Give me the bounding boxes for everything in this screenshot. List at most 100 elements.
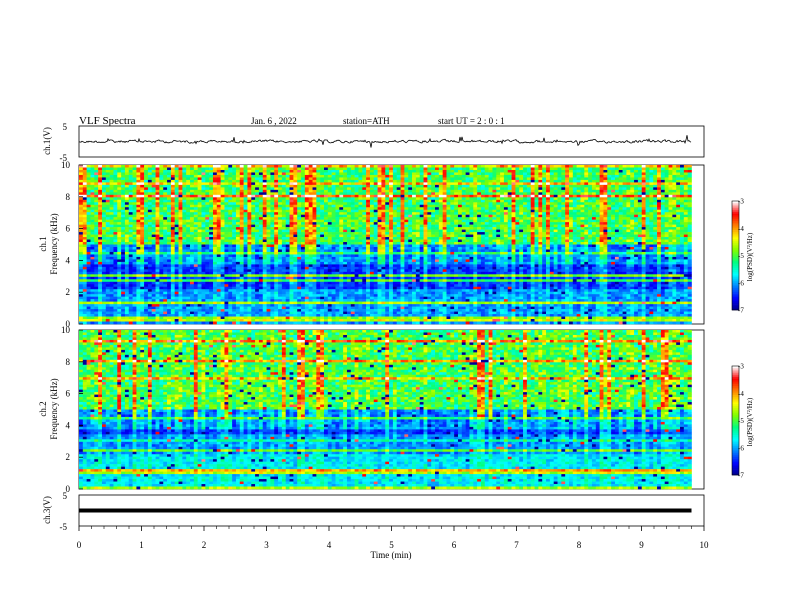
spectrogram-cell: [239, 224, 244, 228]
spectrogram-cell: [98, 309, 103, 312]
spectrogram-cell: [174, 269, 179, 273]
spectrogram-cell: [163, 184, 168, 188]
spectrogram-cell: [327, 281, 332, 285]
spectrogram-cell: [320, 242, 325, 245]
spectrogram-cell: [82, 212, 87, 215]
spectrogram-cell: [212, 242, 218, 245]
spectrogram-cell: [109, 192, 114, 196]
spectrogram-cell: [289, 289, 294, 292]
spectrogram-cell: [343, 249, 348, 253]
spectrogram-cell: [304, 207, 309, 211]
spectrogram-cell: [86, 165, 91, 168]
spectrogram-cell: [174, 261, 179, 265]
spectrogram-cell: [331, 244, 336, 248]
spectrogram-cell: [94, 266, 99, 270]
spectrogram-cell: [335, 269, 340, 273]
spectrogram-cell: [320, 296, 325, 300]
spectrogram-cell: [235, 254, 241, 258]
spectrogram-cell: [136, 187, 141, 191]
spectrogram-cell: [163, 174, 168, 178]
spectrogram-cell: [190, 222, 195, 225]
spectrogram-cell: [98, 274, 103, 278]
spectrogram-cell: [121, 227, 126, 230]
spectrogram-cell: [320, 279, 325, 283]
spectrogram-cell: [178, 204, 183, 208]
spectrogram-cell: [224, 249, 229, 253]
spectrogram-cell: [94, 197, 99, 201]
spectrogram-cell: [155, 256, 160, 260]
spectrogram-cell: [316, 279, 321, 283]
spectrogram-cell: [316, 281, 321, 285]
spectrogram-cell: [101, 309, 107, 312]
spectrogram-cell: [193, 179, 198, 183]
spectrogram-cell: [335, 222, 340, 225]
spectrogram-cell: [262, 189, 267, 193]
spectrogram-cell: [159, 294, 164, 297]
spectrogram-cell: [266, 242, 271, 245]
spectrogram-cell: [255, 212, 260, 215]
spectrogram-cell: [320, 264, 325, 268]
spectrogram-cell: [136, 199, 141, 203]
spectrogram-cell: [82, 232, 87, 235]
spectrogram-cell: [136, 311, 141, 315]
spectrogram-cell: [159, 169, 164, 173]
spectrogram-cell: [205, 194, 210, 198]
spectrogram-cell: [346, 301, 352, 305]
spectrogram-cell: [113, 301, 118, 305]
spectrogram-cell: [90, 202, 95, 206]
spectrogram-cell: [304, 264, 309, 268]
spectrogram-cell: [301, 194, 306, 198]
spectrogram-cell: [167, 294, 172, 297]
spectrogram-cell: [167, 197, 172, 201]
spectrogram-cell: [144, 261, 149, 265]
spectrogram-cell: [82, 182, 87, 186]
spectrogram-cell: [327, 246, 332, 250]
spectrogram-cell: [147, 294, 153, 297]
spectrogram-cell: [312, 202, 317, 206]
spectrogram-cell: [186, 207, 191, 211]
spectrogram-cell: [178, 311, 183, 315]
spectrogram-cell: [124, 314, 130, 317]
spectrogram-cell: [266, 174, 271, 178]
spectrogram-cell: [212, 194, 218, 198]
spectrogram-cell: [86, 182, 91, 186]
spectrogram-cell: [247, 204, 252, 208]
spectrogram-cell: [79, 264, 84, 268]
spectrogram-cell: [224, 242, 229, 245]
spectrogram-cell: [281, 306, 287, 310]
spectrogram-cell: [339, 192, 344, 196]
spectrogram-cell: [339, 274, 344, 278]
spectrogram-cell: [105, 184, 110, 188]
spectrogram-cell: [167, 259, 172, 263]
spectrogram-cell: [178, 222, 183, 225]
spectrogram-cell: [101, 234, 107, 238]
spectrogram-cell: [212, 222, 218, 225]
spectrogram-cell: [159, 239, 164, 243]
spectrogram-cell: [293, 276, 298, 280]
spectrogram-cell: [147, 217, 153, 220]
spectrogram-cell: [358, 311, 363, 315]
spectrogram-cell: [144, 296, 149, 300]
spectrogram-cell: [155, 229, 160, 233]
spectrogram-cell: [121, 271, 126, 275]
spectrogram-cell: [224, 286, 229, 290]
spectrogram-cell: [113, 281, 118, 285]
spectrogram-cell: [346, 202, 352, 206]
spectrogram-cell: [212, 174, 218, 178]
spectrogram-cell: [293, 269, 298, 273]
spectrogram-cell: [167, 264, 172, 268]
spectrogram-cell: [163, 256, 168, 260]
spectrogram-cell: [339, 197, 344, 201]
spectrogram-cell: [274, 174, 279, 178]
spectrogram-cell: [113, 167, 118, 171]
spectrogram-cell: [205, 304, 210, 307]
spectrogram-cell: [136, 169, 141, 173]
spectrogram-cell: [266, 309, 271, 312]
spectrogram-cell: [212, 229, 218, 233]
spectrogram-cell: [121, 169, 126, 173]
spectrogram-cell: [235, 264, 241, 268]
spectrogram-cell: [209, 319, 214, 322]
spectrogram-cell: [366, 194, 371, 198]
spectrogram-cell: [144, 187, 149, 191]
spectrogram-cell: [247, 242, 252, 245]
